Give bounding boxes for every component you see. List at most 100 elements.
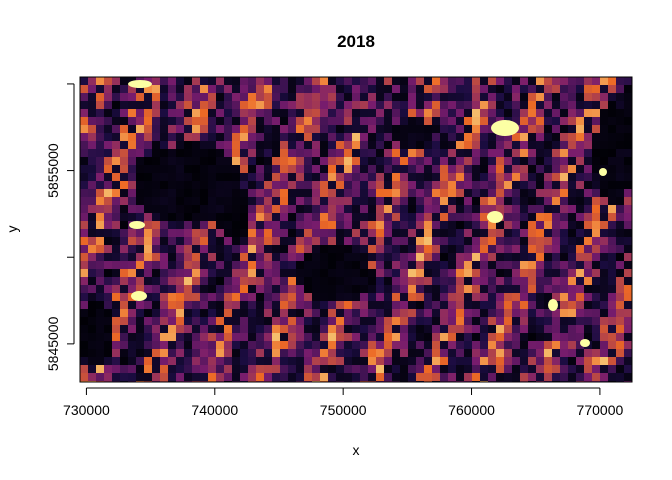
raster-cell bbox=[104, 133, 112, 141]
raster-cell bbox=[232, 365, 240, 373]
raster-cell bbox=[80, 309, 88, 317]
raster-cell bbox=[280, 213, 288, 221]
raster-cell bbox=[376, 357, 384, 365]
raster-cell bbox=[168, 221, 176, 229]
raster-cell bbox=[480, 341, 488, 349]
raster-cell bbox=[464, 213, 472, 221]
raster-cell bbox=[272, 357, 280, 365]
raster-cell bbox=[464, 109, 472, 117]
raster-cell bbox=[112, 229, 120, 237]
raster-cell bbox=[344, 85, 352, 93]
raster-cell bbox=[280, 293, 288, 301]
raster-cell bbox=[384, 213, 392, 221]
raster-cell bbox=[104, 181, 112, 189]
raster-cell bbox=[608, 109, 616, 117]
raster-cell bbox=[80, 125, 88, 133]
raster-cell bbox=[88, 181, 96, 189]
raster-cell bbox=[80, 85, 88, 93]
raster-cell bbox=[144, 285, 152, 293]
raster-cell bbox=[440, 109, 448, 117]
raster-cell bbox=[560, 213, 568, 221]
raster-cell bbox=[176, 325, 184, 333]
raster-cell bbox=[88, 93, 96, 101]
raster-cell bbox=[296, 285, 304, 293]
raster-cell bbox=[608, 189, 616, 197]
raster-cell bbox=[592, 133, 600, 141]
raster-cell bbox=[552, 357, 560, 365]
raster-cell bbox=[280, 109, 288, 117]
raster-cell bbox=[488, 149, 496, 157]
raster-cell bbox=[192, 237, 200, 245]
raster-cell bbox=[144, 245, 152, 253]
raster-cell bbox=[552, 197, 560, 205]
raster-cell bbox=[192, 221, 200, 229]
raster-cell bbox=[600, 349, 608, 357]
raster-cell bbox=[104, 165, 112, 173]
raster-cell bbox=[440, 133, 448, 141]
raster-cell bbox=[408, 77, 416, 85]
raster-cell bbox=[240, 181, 248, 189]
raster-cell bbox=[480, 373, 488, 381]
raster-cell bbox=[352, 237, 360, 245]
raster-cell bbox=[480, 141, 488, 149]
raster-cell bbox=[528, 317, 536, 325]
raster-cell bbox=[112, 213, 120, 221]
raster-cell bbox=[512, 277, 520, 285]
raster-cell bbox=[160, 349, 168, 357]
raster-cell bbox=[312, 117, 320, 125]
raster-cell bbox=[272, 149, 280, 157]
raster-cell bbox=[280, 325, 288, 333]
raster-cell bbox=[568, 277, 576, 285]
raster-cell bbox=[184, 109, 192, 117]
raster-cell bbox=[96, 341, 104, 349]
raster-cell bbox=[288, 149, 296, 157]
raster-cell bbox=[408, 149, 416, 157]
raster-cell bbox=[560, 173, 568, 181]
raster-cell bbox=[200, 125, 208, 133]
raster-cell bbox=[104, 341, 112, 349]
raster-cell bbox=[256, 101, 264, 109]
raster-cell bbox=[528, 133, 536, 141]
raster-cell bbox=[320, 237, 328, 245]
raster-cell bbox=[360, 133, 368, 141]
raster-cell bbox=[128, 349, 136, 357]
raster-cell bbox=[392, 293, 400, 301]
raster-cell bbox=[360, 341, 368, 349]
raster-cell bbox=[112, 197, 120, 205]
raster-cell bbox=[112, 125, 120, 133]
raster-cell bbox=[224, 237, 232, 245]
raster-cell bbox=[592, 333, 600, 341]
raster-cell bbox=[520, 125, 528, 133]
raster-cell bbox=[616, 109, 624, 117]
raster-cell bbox=[88, 293, 96, 301]
raster-cell bbox=[520, 293, 528, 301]
raster-cell bbox=[176, 93, 184, 101]
raster-cell bbox=[496, 309, 504, 317]
raster-cell bbox=[512, 165, 520, 173]
raster-cell bbox=[408, 213, 416, 221]
raster-cell bbox=[240, 373, 248, 381]
raster-cell bbox=[416, 237, 424, 245]
raster-cell bbox=[424, 117, 432, 125]
raster-cell bbox=[328, 269, 336, 277]
raster-cell bbox=[248, 157, 256, 165]
raster-cell bbox=[272, 85, 280, 93]
raster-cell bbox=[208, 165, 216, 173]
raster-cell bbox=[216, 269, 224, 277]
raster-cell bbox=[488, 141, 496, 149]
raster-cell bbox=[400, 309, 408, 317]
raster-cell bbox=[472, 85, 480, 93]
raster-cell bbox=[288, 117, 296, 125]
raster-cell bbox=[104, 365, 112, 373]
raster-cell bbox=[616, 309, 624, 317]
raster-cell bbox=[608, 317, 616, 325]
raster-cell bbox=[328, 349, 336, 357]
raster-cell bbox=[160, 285, 168, 293]
raster-cell bbox=[136, 285, 144, 293]
raster-cell bbox=[456, 253, 464, 261]
raster-cell bbox=[568, 149, 576, 157]
raster-cell bbox=[416, 205, 424, 213]
raster-cell bbox=[536, 197, 544, 205]
raster-cell bbox=[576, 189, 584, 197]
raster-cell bbox=[240, 173, 248, 181]
